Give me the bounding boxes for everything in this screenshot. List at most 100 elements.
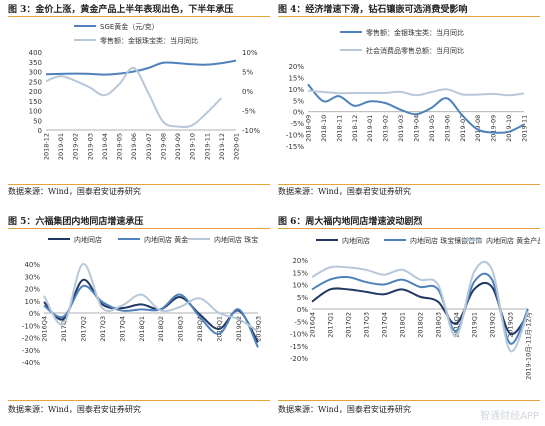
y-tick-label: 10% [24,298,40,306]
series-line [45,66,223,129]
y-tick-label: 15% [292,269,308,277]
source-divider [8,184,270,185]
x-tick-label: 2017Q2 [79,316,87,342]
legend-label: 零售额：金银珠宝类：当月同比 [366,28,464,37]
x-tick-label: 2019Q3 [507,312,515,338]
x-tick-label: 2018-10 [320,115,328,142]
title-divider [278,16,540,17]
x-tick-label: 2019-07 [459,115,467,142]
x-tick-label: 2018Q3 [177,316,185,342]
y-tick-label: 20% [24,286,40,294]
x-tick-label: 2017Q1 [60,316,68,342]
x-tick-label: 2018Q4 [196,316,204,342]
legend-label: 内地同店 黄金 [144,235,188,244]
x-tick-label: 2019-04 [413,115,421,142]
x-tick-label: 2017Q3 [363,312,371,338]
x-tick-label: 2018-12 [43,133,51,160]
x-tick-label: 2019-10 [505,115,513,142]
source-divider [278,184,540,185]
x-tick-label: 2019-11 [521,115,529,142]
y-tick-label: 200 [29,88,42,96]
y-tick-label: 10% [288,86,304,94]
x-tick-label: 2019-10月-11月-12月 [525,312,533,380]
y-tick-label: 0 [38,127,42,135]
legend-label: 内地同店 黄金产品 [486,236,540,245]
y-tick-label: -20% [22,335,40,343]
chart-fig3: 050100150200250300350400-10%-5%0%5%10%20… [29,22,261,160]
x-tick-label: 2017Q2 [345,312,353,338]
y-tick-label: -5% [294,318,308,326]
source-divider [278,400,540,401]
x-tick-label: 2019-11 [203,133,211,160]
x-tick-label: 2019-06 [443,115,451,142]
y-tick-label: 15% [288,74,304,82]
x-tick-label: 2019Q3 [255,316,263,342]
y-tick-label: -15% [286,143,304,151]
y-tick-label: 300 [29,69,42,77]
legend-label: 内地同店 珠宝 [214,235,258,244]
x-tick-label: 2019-02 [72,133,80,160]
y-tick-label: 350 [29,59,42,67]
x-tick-label: 2019-01 [57,133,65,160]
title-divider [8,228,270,229]
x-tick-label: 2016Q4 [41,316,49,342]
x-tick-label: 2019-12 [218,133,226,160]
x-tick-label: 2018-09 [305,115,313,142]
y-tick-label: 0% [29,310,40,318]
x-tick-label: 2016Q4 [309,312,317,338]
x-tick-label: 2020-01 [233,133,241,160]
series-line [43,284,259,348]
series-line [307,88,525,97]
source-note: 数据来源：Wind，国泰君安证券研究 [8,187,141,196]
x-tick-label: 2018Q3 [435,312,443,338]
y-tick-label: 50 [33,117,42,125]
y-tick-label: 40% [24,261,40,269]
legend-label: 内地同店 [74,235,102,244]
x-tick-label: 2017Q4 [118,316,126,342]
y-tick-label: -30% [22,347,40,355]
y-tick-label: 20% [292,257,308,265]
x-tick-label: 2017Q4 [381,312,389,338]
x-tick-label: 2019-08 [474,115,482,142]
y2-tick-label: 0% [242,88,253,96]
panel-title: 图 5：六福集团内地同店增速承压 [8,217,144,227]
legend-label: 零售额：金银珠宝类：当月同比 [100,36,198,45]
y-tick-label: -20% [290,355,308,363]
panel-title: 图 6：周大福内地同店增速波动剧烈 [278,217,423,227]
x-tick-label: 2017Q3 [99,316,107,342]
y-tick-label: -5% [290,120,304,128]
y-tick-label: 250 [29,78,42,86]
x-tick-label: 2019-09 [490,115,498,142]
y-tick-label: 10% [292,282,308,290]
x-tick-label: 2018Q1 [138,316,146,342]
x-tick-label: 2019-07 [145,133,153,160]
y-tick-label: 0% [297,306,308,314]
x-tick-label: 2018-12 [351,115,359,142]
x-tick-label: 2019-10 [189,133,197,160]
source-note: 数据来源：Wind，国泰君安证券研究 [278,405,411,414]
y2-tick-label: -10% [242,127,260,135]
x-tick-label: 2019Q2 [235,316,243,342]
chart-fig4: -15% -10% -5% 0% 5% 10% 15% 20% 2018-09 2018-10 20… [286,28,529,151]
x-tick-label: 2018Q2 [157,316,165,342]
x-tick-label: 2019-03 [86,133,94,160]
panel-fig5: 图 5：六福集团内地同店增速承压 -40% -30% -20% -10% 0% 10% 20… [8,214,270,420]
y-tick-label: 150 [29,98,42,106]
chart-fig6: -20% -15% -10% -5% 0% 5% 10% 15% 20% 2016Q4 2017Q1… [290,236,540,380]
y-tick-label: 0% [293,109,304,117]
panel-title: 图 4：经济增速下滑，钻石镶嵌可选消费受影响 [278,5,468,15]
panel-fig4: 图 4：经济增速下滑，钻石镶嵌可选消费受影响 -15% -10% -5% 0% 5% 10… [278,2,540,202]
panel-fig3: 图 3：金价上涨，黄金产品上半年表现出色，下半年承压 0 50 100 150 200 2… [8,2,270,202]
x-tick-label: 2019-02 [382,115,390,142]
legend-label: 内地同店 [342,236,370,245]
x-tick-label: 2019-06 [130,133,138,160]
y2-tick-label: 10% [242,49,258,57]
x-tick-label: 2019Q2 [489,312,497,338]
y-tick-label: -40% [22,359,40,367]
y-tick-label: -10% [286,132,304,140]
x-tick-label: 2019-05 [116,133,124,160]
y-tick-label: -15% [290,343,308,351]
series-line [43,278,259,343]
x-tick-label: 2019-04 [101,133,109,160]
y-tick-label: 5% [297,294,308,302]
